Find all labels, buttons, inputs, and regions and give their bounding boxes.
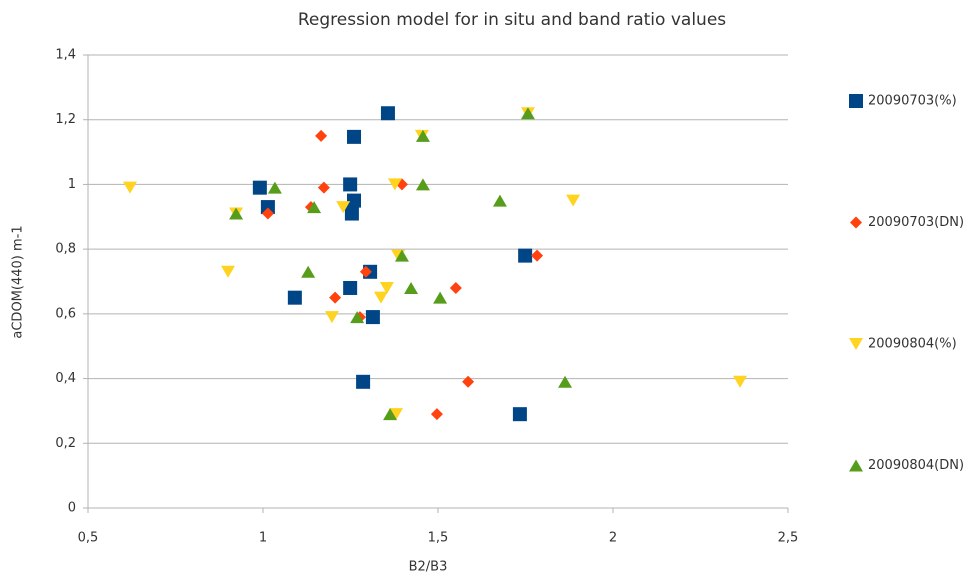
marker xyxy=(383,408,398,421)
legend-marker xyxy=(850,216,862,229)
legend-label: 20090703(%) xyxy=(868,94,957,109)
y-tick-label: 1,4 xyxy=(55,48,76,63)
marker xyxy=(343,280,358,295)
marker xyxy=(520,107,535,120)
x-tick-label: 0,5 xyxy=(78,531,99,546)
marker xyxy=(518,248,533,263)
x-tick-label: 2,5 xyxy=(778,531,799,546)
marker xyxy=(347,129,361,144)
marker xyxy=(492,194,507,207)
marker xyxy=(261,207,274,220)
marker xyxy=(356,374,371,389)
marker xyxy=(317,181,330,194)
x-axis-label: B2/B3 xyxy=(409,560,448,575)
y-tick-label: 1 xyxy=(68,177,76,192)
legend-label: 20090703(DN) xyxy=(868,215,964,230)
marker xyxy=(350,311,365,324)
y-tick-label: 0,2 xyxy=(55,436,76,451)
marker xyxy=(430,408,443,421)
marker xyxy=(336,201,351,214)
y-tick-label: 0 xyxy=(68,501,76,516)
marker xyxy=(449,281,462,294)
marker xyxy=(315,129,328,142)
marker xyxy=(221,265,235,278)
y-tick-label: 0,6 xyxy=(55,306,76,321)
marker xyxy=(566,194,581,207)
marker xyxy=(229,207,244,220)
legend-label: 20090804(DN) xyxy=(868,458,964,473)
marker xyxy=(307,201,322,214)
marker xyxy=(252,180,267,195)
marker xyxy=(733,375,748,388)
marker xyxy=(531,249,544,262)
marker xyxy=(260,200,275,215)
marker xyxy=(462,375,475,388)
marker xyxy=(347,193,361,208)
marker xyxy=(558,375,573,388)
marker xyxy=(287,290,302,305)
y-tick-label: 1,2 xyxy=(55,112,76,127)
marker xyxy=(415,129,430,142)
y-tick-label: 0,4 xyxy=(55,371,76,386)
legend-marker xyxy=(849,338,863,350)
legend-marker xyxy=(849,459,863,472)
y-tick-label: 0,8 xyxy=(55,242,76,257)
marker xyxy=(329,291,342,304)
marker xyxy=(365,310,380,325)
marker xyxy=(301,265,316,278)
marker xyxy=(343,177,358,192)
chart-title: Regression model for in situ and band ra… xyxy=(298,10,726,30)
marker xyxy=(344,206,359,221)
marker xyxy=(373,291,388,304)
legend-marker xyxy=(849,94,863,108)
marker xyxy=(512,407,527,422)
y-axis-label: aCDOM(440) m-1 xyxy=(11,225,26,338)
marker xyxy=(433,291,448,304)
x-tick-label: 1,5 xyxy=(428,531,449,546)
marker xyxy=(123,181,137,194)
legend-label: 20090804(%) xyxy=(868,337,957,352)
marker xyxy=(387,178,402,191)
marker xyxy=(394,249,409,262)
marker xyxy=(324,311,339,324)
marker xyxy=(267,181,282,194)
marker xyxy=(379,281,394,294)
x-tick-label: 1 xyxy=(259,531,267,546)
marker xyxy=(404,281,419,294)
marker xyxy=(359,265,372,278)
marker xyxy=(389,408,403,421)
marker xyxy=(415,178,430,191)
marker xyxy=(380,106,395,121)
x-tick-label: 2 xyxy=(609,531,617,546)
